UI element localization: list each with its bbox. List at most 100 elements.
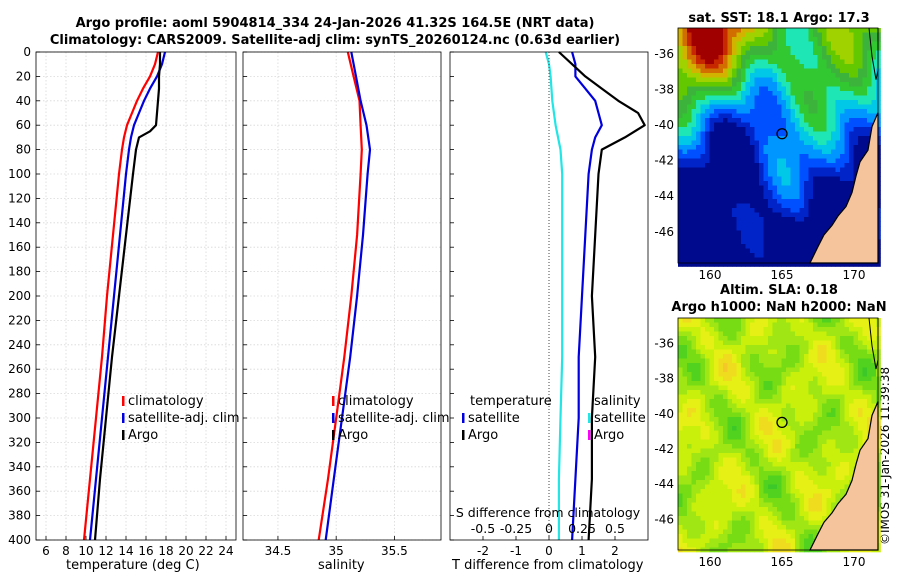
difference-temperature-legend-swatch bbox=[462, 430, 465, 440]
temperature-xtick-label: 18 bbox=[158, 544, 173, 558]
difference-salinity-legend-swatch bbox=[588, 430, 591, 440]
sst-map-xtick-label: 160 bbox=[699, 268, 722, 282]
temperature-xtick-label: 10 bbox=[78, 544, 93, 558]
difference-salinity-legend-swatch bbox=[588, 413, 591, 423]
sla-map-frame bbox=[677, 317, 879, 551]
difference-top-xlabel: S difference from climatology bbox=[456, 505, 641, 520]
difference-salinity-legend-label: satellite bbox=[594, 411, 646, 426]
temperature-xlabel: temperature (deg C) bbox=[66, 558, 200, 573]
sla-map-ytick-label: -40 bbox=[654, 407, 674, 421]
temperature-xtick-label: 24 bbox=[218, 544, 233, 558]
temperature-xtick-label: 14 bbox=[118, 544, 133, 558]
temperature-frame bbox=[35, 51, 237, 541]
temperature-ytick-label: 120 bbox=[8, 191, 31, 205]
temperature-series-climatology bbox=[82, 51, 160, 541]
sla-map-xtick-label: 170 bbox=[843, 555, 866, 569]
sla-map-ytick-label: -38 bbox=[654, 372, 674, 386]
sst-map-xtick-label: 165 bbox=[771, 268, 794, 282]
temperature-legend-swatch bbox=[122, 430, 125, 440]
difference-s-tick-label: 0 bbox=[545, 521, 553, 536]
difference-s-tick-label: 0.5 bbox=[605, 521, 625, 536]
temperature-xtick-label: 22 bbox=[198, 544, 213, 558]
temperature-ytick-label: 20 bbox=[16, 69, 31, 83]
temperature-ytick-label: 220 bbox=[8, 313, 31, 327]
temperature-xtick-label: 6 bbox=[42, 544, 50, 558]
temperature-ytick-label: 80 bbox=[16, 143, 31, 157]
salinity-legend-label: climatology bbox=[338, 394, 414, 409]
sst-map-ytick-label: -46 bbox=[654, 225, 674, 239]
salinity-legend-label: satellite-adj. clim bbox=[338, 411, 450, 426]
temperature-ytick-label: 60 bbox=[16, 118, 31, 132]
temperature-xtick-label: 12 bbox=[98, 544, 113, 558]
difference-temperature-legend-label: satellite bbox=[468, 411, 520, 426]
difference-xtick-label: 0 bbox=[545, 544, 553, 558]
difference-s-tick-label: 0.25 bbox=[568, 521, 596, 536]
difference-xtick-label: -2 bbox=[477, 544, 489, 558]
sla-map-xtick-label: 165 bbox=[771, 555, 794, 569]
temperature-legend-swatch bbox=[122, 396, 125, 406]
temperature-legend-label: Argo bbox=[128, 428, 158, 443]
difference-series-salinity-satellite bbox=[544, 51, 564, 540]
salinity-xtick-label: 35.5 bbox=[381, 544, 408, 558]
temperature-legend-label: satellite-adj. clim bbox=[128, 411, 240, 426]
temperature-ytick-label: 260 bbox=[8, 362, 31, 376]
difference-series-temperature-satellite bbox=[571, 51, 603, 541]
salinity-frame bbox=[242, 51, 442, 541]
sla-map-ytick-label: -36 bbox=[654, 337, 674, 351]
sst-map-land bbox=[809, 112, 879, 264]
temperature-ytick-label: 100 bbox=[8, 167, 31, 181]
figure-title-line1: Argo profile: aoml 5904814_334 24-Jan-20… bbox=[75, 16, 595, 31]
salinity-xtick-label: 34.5 bbox=[265, 544, 292, 558]
sla-map-title-line2: Argo h1000: NaN h2000: NaN bbox=[671, 300, 887, 315]
temperature-legend-swatch bbox=[122, 413, 125, 423]
temperature-xtick-label: 8 bbox=[62, 544, 70, 558]
difference-legend-salinity-title: salinity bbox=[594, 394, 641, 409]
difference-salinity-legend-label: Argo bbox=[594, 428, 624, 443]
salinity-legend-label: Argo bbox=[338, 428, 368, 443]
difference-xlabel: T difference from climatology bbox=[452, 558, 644, 573]
sst-map-ytick-label: -42 bbox=[654, 154, 674, 168]
salinity-series-satellite-adj-clim bbox=[324, 51, 372, 541]
sst-map-ytick-label: -40 bbox=[654, 118, 674, 132]
temperature-ytick-label: 400 bbox=[8, 533, 31, 547]
temperature-series-satellite-adj-clim bbox=[88, 51, 167, 541]
temperature-ytick-label: 380 bbox=[8, 509, 31, 523]
temperature-ytick-label: 140 bbox=[8, 216, 31, 230]
sla-map-ytick-label: -44 bbox=[654, 477, 674, 491]
difference-temperature-legend-label: Argo bbox=[468, 428, 498, 443]
difference-s-tick-label: -0.5 bbox=[471, 521, 495, 536]
temperature-xtick-label: 16 bbox=[138, 544, 153, 558]
salinity-series-climatology bbox=[317, 51, 363, 541]
difference-xtick-label: 1 bbox=[578, 544, 586, 558]
temperature-ytick-label: 320 bbox=[8, 435, 31, 449]
temperature-ytick-label: 340 bbox=[8, 460, 31, 474]
difference-legend-temperature-title: temperature bbox=[470, 394, 552, 409]
temperature-ytick-label: 240 bbox=[8, 338, 31, 352]
sla-map-ytick-label: -42 bbox=[654, 442, 674, 456]
salinity-legend-swatch bbox=[332, 396, 335, 406]
sst-map-frame bbox=[677, 27, 879, 264]
difference-series-temperature-argo bbox=[558, 51, 646, 541]
sla-map-ytick-label: -46 bbox=[654, 512, 674, 526]
sst-map-ytick-label: -44 bbox=[654, 189, 674, 203]
salinity-legend-swatch bbox=[332, 413, 335, 423]
difference-s-tick-label: -0.25 bbox=[500, 521, 532, 536]
temperature-ytick-label: 200 bbox=[8, 289, 31, 303]
sst-map-title: sat. SST: 18.1 Argo: 17.3 bbox=[688, 11, 870, 26]
sla-map-land bbox=[809, 401, 879, 551]
sst-map-float-marker bbox=[776, 128, 788, 140]
sla-map-float-marker bbox=[776, 416, 788, 429]
figure-title-line2: Climatology: CARS2009. Satellite-adj cli… bbox=[49, 33, 621, 48]
temperature-legend-label: climatology bbox=[128, 394, 204, 409]
sst-map-ytick-label: -36 bbox=[654, 47, 674, 61]
salinity-legend-swatch bbox=[332, 430, 335, 440]
temperature-ytick-label: 180 bbox=[8, 265, 31, 279]
salinity-xtick-label: 35 bbox=[329, 544, 344, 558]
temperature-plot-area bbox=[36, 52, 236, 540]
temperature-ytick-label: 280 bbox=[8, 387, 31, 401]
difference-xtick-label: 2 bbox=[611, 544, 619, 558]
temperature-ytick-label: 300 bbox=[8, 411, 31, 425]
temperature-series-argo bbox=[93, 52, 162, 541]
sst-map-xtick-label: 170 bbox=[843, 268, 866, 282]
